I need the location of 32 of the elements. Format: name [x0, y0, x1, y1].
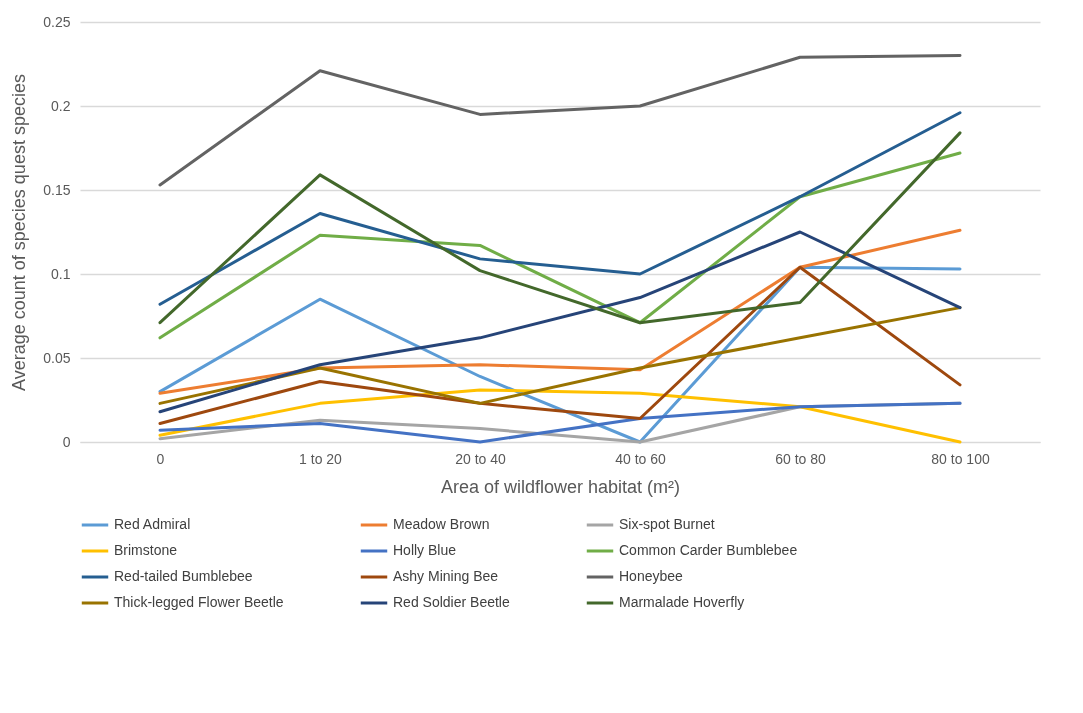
y-tick-label: 0 [62, 433, 71, 450]
legend-label: Ashy Mining Bee [393, 568, 499, 584]
legend-label: Six-spot Burnet [619, 516, 715, 532]
line-series [158, 401, 962, 444]
y-axis-title: Average count of species quest species [9, 74, 30, 391]
x-axis-title: Area of wildflower habitat (m²) [440, 476, 681, 497]
legend-label: Honeybee [619, 568, 684, 584]
legend-label: Meadow Brown [393, 516, 490, 532]
legend-label: Thick-legged Flower Beetle [114, 594, 284, 610]
x-tick-label: 40 to 60 [615, 450, 667, 467]
x-tick-label: 1 to 20 [299, 450, 343, 467]
legend-label: Red Admiral [114, 516, 191, 532]
line-series [158, 151, 962, 340]
legend-label: Holly Blue [393, 542, 457, 558]
y-tick-label: 0.1 [51, 265, 71, 282]
line-series [158, 111, 962, 306]
line-series [158, 131, 962, 325]
line-series [158, 388, 962, 444]
y-tick-label: 0.25 [43, 13, 71, 30]
legend-label: Red Soldier Beetle [393, 594, 510, 610]
legend-label: Common Carder Bumblebee [619, 542, 798, 558]
legend-label: Red-tailed Bumblebee [114, 568, 253, 584]
x-tick-label: 60 to 80 [775, 450, 827, 467]
y-tick-label: 0.05 [43, 349, 71, 366]
legend-label: Brimstone [114, 542, 178, 558]
x-tick-label: 20 to 40 [455, 450, 507, 467]
y-tick-label: 0.15 [43, 181, 71, 198]
legend-label: Marmalade Hoverfly [619, 594, 745, 610]
y-tick-label: 0.2 [51, 97, 71, 114]
line-series [158, 54, 962, 187]
x-tick-label: 80 to 100 [931, 450, 990, 467]
x-tick-label: 0 [156, 450, 165, 467]
